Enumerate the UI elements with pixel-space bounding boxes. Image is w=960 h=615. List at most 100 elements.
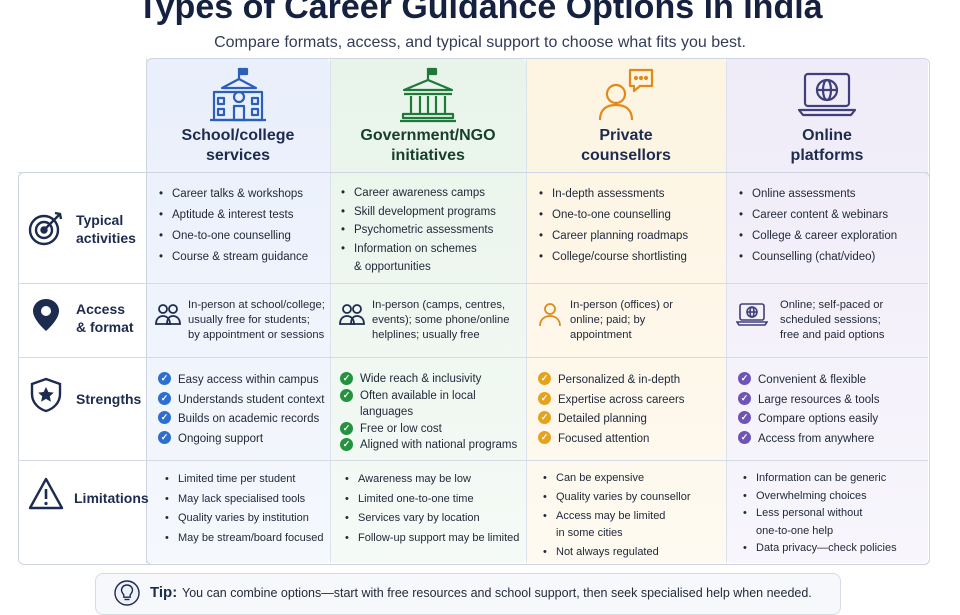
cell-limitations-school: Limited time per student May lack specia… (164, 470, 330, 548)
school-building-icon (210, 67, 266, 122)
list-item: May be stream/board focused (164, 529, 330, 549)
check-icon: ✓ (738, 372, 751, 385)
column-title-line2: counsellors (581, 147, 671, 164)
check-icon: ✓ (538, 391, 551, 405)
column-title-line1: Online (802, 127, 852, 144)
shield-star-icon (30, 377, 62, 413)
check-icon: ✓ (158, 372, 171, 385)
list-item: One-to-one counselling (538, 205, 724, 226)
list-item: Limited one-to-one time (344, 490, 526, 510)
list-item: Career planning roadmaps (538, 226, 724, 247)
column-title-line1: Private (599, 127, 653, 144)
list-item-line: Information on schemes (354, 242, 477, 255)
row-label-line1: Access (76, 301, 126, 317)
row-label-line2: & format (76, 319, 134, 335)
list-item: Data privacy—check policies (742, 540, 926, 558)
page-title: Types of Career Guidance Options in Indi… (137, 0, 823, 26)
check-icon: ✓ (738, 430, 751, 444)
list-item: College & career exploration (738, 226, 926, 247)
list-item: Career talks & workshops (158, 184, 328, 205)
list-item: In-depth assessments (538, 184, 724, 205)
list-item: Career content & webinars (738, 205, 926, 226)
cell-strengths-private: ✓ Personalized & in-depth ✓ Expertise acro… (538, 371, 724, 449)
row-label-text: Strengths (76, 391, 142, 407)
row-label-text: Limitations (74, 490, 149, 506)
list-item: Can be expensive (542, 470, 724, 487)
list-item: Online assessments (738, 184, 926, 205)
access-line: by appointment or sessions (188, 329, 325, 341)
check-icon: ✓ (738, 391, 751, 405)
cell-strengths-school: ✓ Easy access within campus ✓ Understands … (158, 371, 330, 449)
laptop-globe-icon (797, 72, 857, 117)
list-item: Follow-up support may be limited (344, 529, 526, 549)
row-label-strengths: Strengths (18, 357, 146, 460)
cell-limitations-private: Can be expensive Quality varies by couns… (542, 470, 724, 561)
list-item: ✓ Ongoing support (158, 430, 330, 450)
cell-activities-school: Career talks & workshops Aptitude & inte… (158, 184, 328, 268)
list-item: ✓ Focused attention (538, 430, 724, 450)
column-title-line2: services (205, 147, 271, 164)
counsellor-chat-icon (598, 68, 654, 121)
row-label-line2: activities (76, 230, 136, 246)
people-icon (339, 304, 365, 325)
list-item: ✓ Large resources & tools (738, 391, 926, 411)
list-item: Limited time per student (164, 470, 330, 490)
check-icon: ✓ (738, 411, 751, 424)
cell-limitations-government: Awareness may be low Limited one-to-one … (344, 470, 526, 548)
row-label-activities: Typical activities (18, 172, 146, 283)
people-icon (155, 304, 181, 325)
list-item: Psychometric assessments (340, 221, 524, 240)
list-item: College/course shortlisting (538, 247, 724, 268)
check-icon: ✓ (340, 388, 353, 402)
access-line: In-person (camps, centres, (372, 299, 506, 311)
check-icon: ✓ (340, 421, 353, 435)
cell-limitations-online: Information can be generic Overwhelming … (742, 470, 926, 558)
access-line: Online; self-paced or (780, 299, 884, 311)
list-item: Awareness may be low (344, 470, 526, 490)
access-line: helplines; usually free (372, 329, 480, 341)
list-item: Counselling (chat/video) (738, 247, 926, 268)
page-subtitle: Compare formats, access, and typical sup… (214, 34, 746, 51)
list-item: Information can be generic (742, 470, 926, 488)
list-item: ✓ Personalized & in-depth (538, 371, 724, 391)
list-item: Quality varies by counsellor (542, 489, 724, 506)
list-item: ✓ Free or low cost (340, 421, 526, 438)
column-header-school: School/college services (146, 58, 330, 172)
list-item: May lack specialised tools (164, 490, 330, 510)
check-icon: ✓ (158, 411, 171, 424)
tip-banner: Tip: You can combine options—start with … (95, 573, 841, 615)
check-icon: ✓ (538, 372, 551, 385)
list-item: Quality varies by institution (164, 509, 330, 529)
target-icon (28, 211, 63, 246)
access-line: appointment (570, 329, 632, 341)
cell-strengths-government: ✓ Wide reach & inclusivity ✓ Often availab… (340, 371, 526, 454)
list-item: ✓ Understands student context (158, 391, 330, 411)
row-label-limitations: Limitations (18, 460, 149, 563)
list-item: ✓ Access from anywhere (738, 430, 926, 450)
tip-label: Tip: (150, 584, 178, 601)
column-title-line1: School/college (181, 127, 295, 144)
person-icon (539, 303, 561, 327)
access-line: online; paid; by (570, 314, 646, 326)
access-line: In-person at school/college; (188, 299, 325, 311)
list-item-line: & opportunities (354, 261, 431, 273)
access-line: In-person (offices) or (570, 299, 674, 311)
list-item: ✓ Detailed planning (538, 410, 724, 430)
column-header-online: Online platforms (726, 58, 928, 172)
list-item: Aptitude & interest tests (158, 205, 328, 226)
government-building-icon (400, 67, 456, 123)
list-item: ✓ Expertise across careers (538, 391, 724, 411)
cell-activities-online: Online assessments Career content & webi… (738, 184, 926, 268)
check-icon: ✓ (158, 391, 171, 405)
list-item: ✓ Aligned with national programs (340, 437, 526, 454)
laptop-globe-icon (736, 303, 768, 326)
check-icon: ✓ (538, 430, 551, 444)
column-title-line2: initiatives (391, 147, 465, 164)
column-header-private: Private counsellors (526, 58, 726, 172)
list-item: ✓ Often available in local languages (340, 388, 526, 421)
access-line: free and paid options (780, 329, 885, 341)
location-pin-icon (33, 299, 59, 331)
row-label-line1: Typical (76, 212, 124, 228)
access-line: usually free for students; (188, 314, 310, 326)
